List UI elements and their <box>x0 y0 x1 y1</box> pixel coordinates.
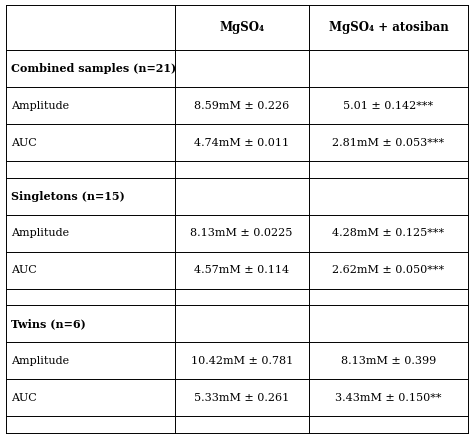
Text: Twins (n=6): Twins (n=6) <box>11 318 86 329</box>
Text: Amplitude: Amplitude <box>11 101 70 111</box>
Text: AUC: AUC <box>11 393 37 403</box>
Text: 4.74mM ± 0.011: 4.74mM ± 0.011 <box>194 138 289 148</box>
Text: 5.01 ± 0.142***: 5.01 ± 0.142*** <box>344 101 434 111</box>
Text: 2.62mM ± 0.050***: 2.62mM ± 0.050*** <box>332 265 445 276</box>
Text: AUC: AUC <box>11 265 37 276</box>
Text: 5.33mM ± 0.261: 5.33mM ± 0.261 <box>194 393 289 403</box>
Text: Amplitude: Amplitude <box>11 356 70 366</box>
Text: Amplitude: Amplitude <box>11 228 70 238</box>
Text: AUC: AUC <box>11 138 37 148</box>
Text: 2.81mM ± 0.053***: 2.81mM ± 0.053*** <box>332 138 445 148</box>
Text: 4.57mM ± 0.114: 4.57mM ± 0.114 <box>194 265 289 276</box>
Text: 8.13mM ± 0.399: 8.13mM ± 0.399 <box>341 356 436 366</box>
Text: Singletons (n=15): Singletons (n=15) <box>11 191 125 202</box>
Text: 10.42mM ± 0.781: 10.42mM ± 0.781 <box>191 356 293 366</box>
Text: MgSO₄ + atosiban: MgSO₄ + atosiban <box>328 21 448 34</box>
Text: 8.13mM ± 0.0225: 8.13mM ± 0.0225 <box>191 228 293 238</box>
Text: MgSO₄: MgSO₄ <box>219 21 264 34</box>
Text: 4.28mM ± 0.125***: 4.28mM ± 0.125*** <box>332 228 445 238</box>
Text: Combined samples (n=21): Combined samples (n=21) <box>11 64 176 74</box>
Text: 3.43mM ± 0.150**: 3.43mM ± 0.150** <box>335 393 442 403</box>
Text: 8.59mM ± 0.226: 8.59mM ± 0.226 <box>194 101 289 111</box>
